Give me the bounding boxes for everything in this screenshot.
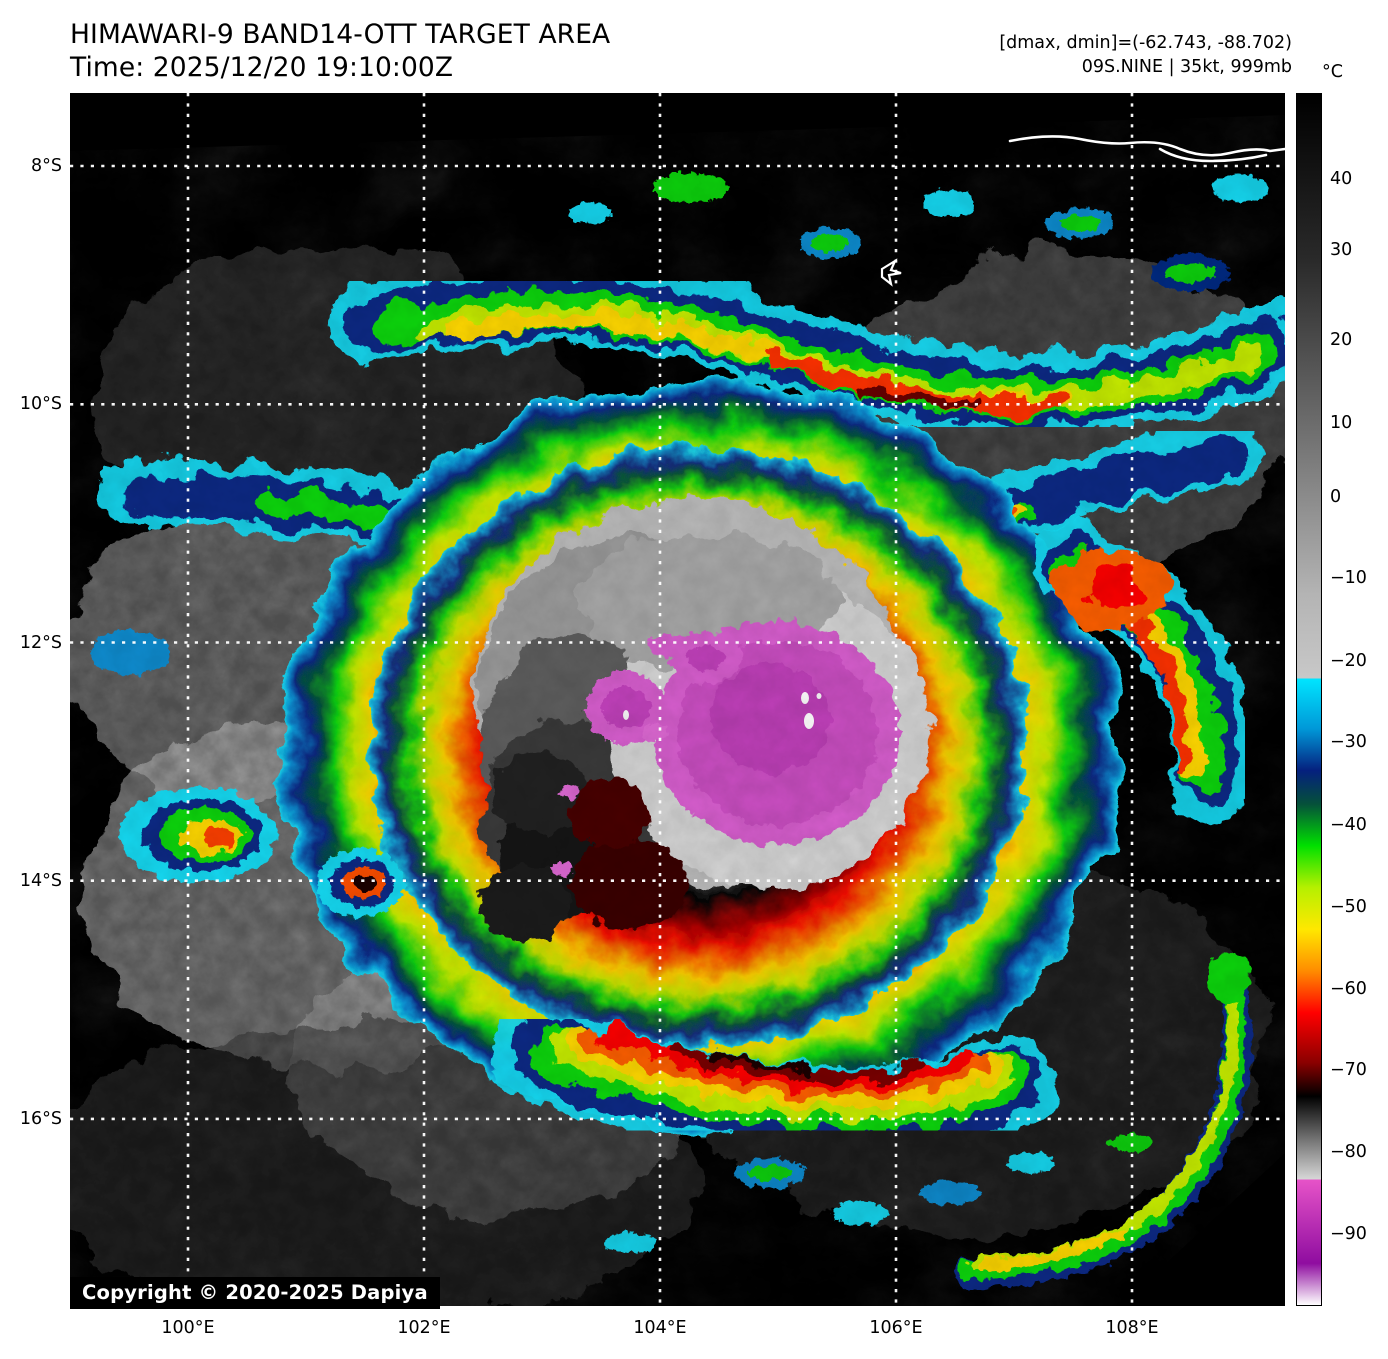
- target-marker-icon: [880, 258, 902, 287]
- colorbar-tick-label: 20: [1330, 330, 1353, 350]
- y-tick-label: 14°S: [19, 871, 62, 891]
- colorbar-tick-label: 10: [1330, 413, 1353, 433]
- colorbar-tick-label: 0: [1330, 487, 1342, 507]
- colorbar-tick-label: −10: [1330, 568, 1367, 588]
- page-title: HIMAWARI-9 BAND14-OTT TARGET AREA: [70, 19, 611, 50]
- y-tick-label: 16°S: [19, 1109, 62, 1129]
- storm-info-label: 09S.NINE | 35kt, 999mb: [1081, 57, 1292, 77]
- satellite-image-plot: [70, 93, 1285, 1306]
- y-tick-label: 12°S: [19, 633, 62, 653]
- colorbar-tick-label: 40: [1330, 169, 1353, 189]
- colorbar-tick-label: −70: [1330, 1060, 1367, 1080]
- colorbar-tick-label: −40: [1330, 815, 1367, 835]
- colorbar-tick-label: −30: [1330, 732, 1367, 752]
- colorbar-tick-label: −90: [1330, 1224, 1367, 1244]
- colorbar-tick-label: 30: [1330, 240, 1353, 260]
- copyright-watermark: Copyright © 2020-2025 Dapiya: [70, 1277, 440, 1309]
- y-tick-label: 8°S: [31, 156, 62, 176]
- colorbar-tick-label: −80: [1330, 1142, 1367, 1162]
- x-tick-label: 104°E: [633, 1318, 687, 1338]
- x-tick-label: 108°E: [1105, 1318, 1159, 1338]
- colorbar-tick-label: −60: [1330, 979, 1367, 999]
- coastline-icon-secondary: [1158, 147, 1268, 163]
- data-range-label: [dmax, dmin]=(-62.743, -88.702): [999, 33, 1292, 53]
- colorbar: [1296, 93, 1322, 1306]
- texture-overlay: [70, 93, 1285, 1306]
- graticule: [70, 93, 1285, 1306]
- timestamp-label: Time: 2025/12/20 19:10:00Z: [70, 52, 454, 83]
- x-tick-label: 102°E: [397, 1318, 451, 1338]
- metadata-block: [dmax, dmin]=(-62.743, -88.702) 09S.NINE…: [999, 31, 1292, 79]
- colorbar-tick-label: −50: [1330, 897, 1367, 917]
- x-tick-label: 100°E: [161, 1318, 215, 1338]
- satellite-raster: [70, 93, 1285, 1306]
- coastline-icon: [1008, 135, 1285, 157]
- title-block: HIMAWARI-9 BAND14-OTT TARGET AREA Time: …: [70, 18, 610, 84]
- colorbar-gradient: [1297, 94, 1321, 1305]
- colorbar-unit-label: °C: [1322, 62, 1343, 82]
- colorbar-tick-label: −20: [1330, 651, 1367, 671]
- x-tick-label: 106°E: [869, 1318, 923, 1338]
- y-tick-label: 10°S: [19, 394, 62, 414]
